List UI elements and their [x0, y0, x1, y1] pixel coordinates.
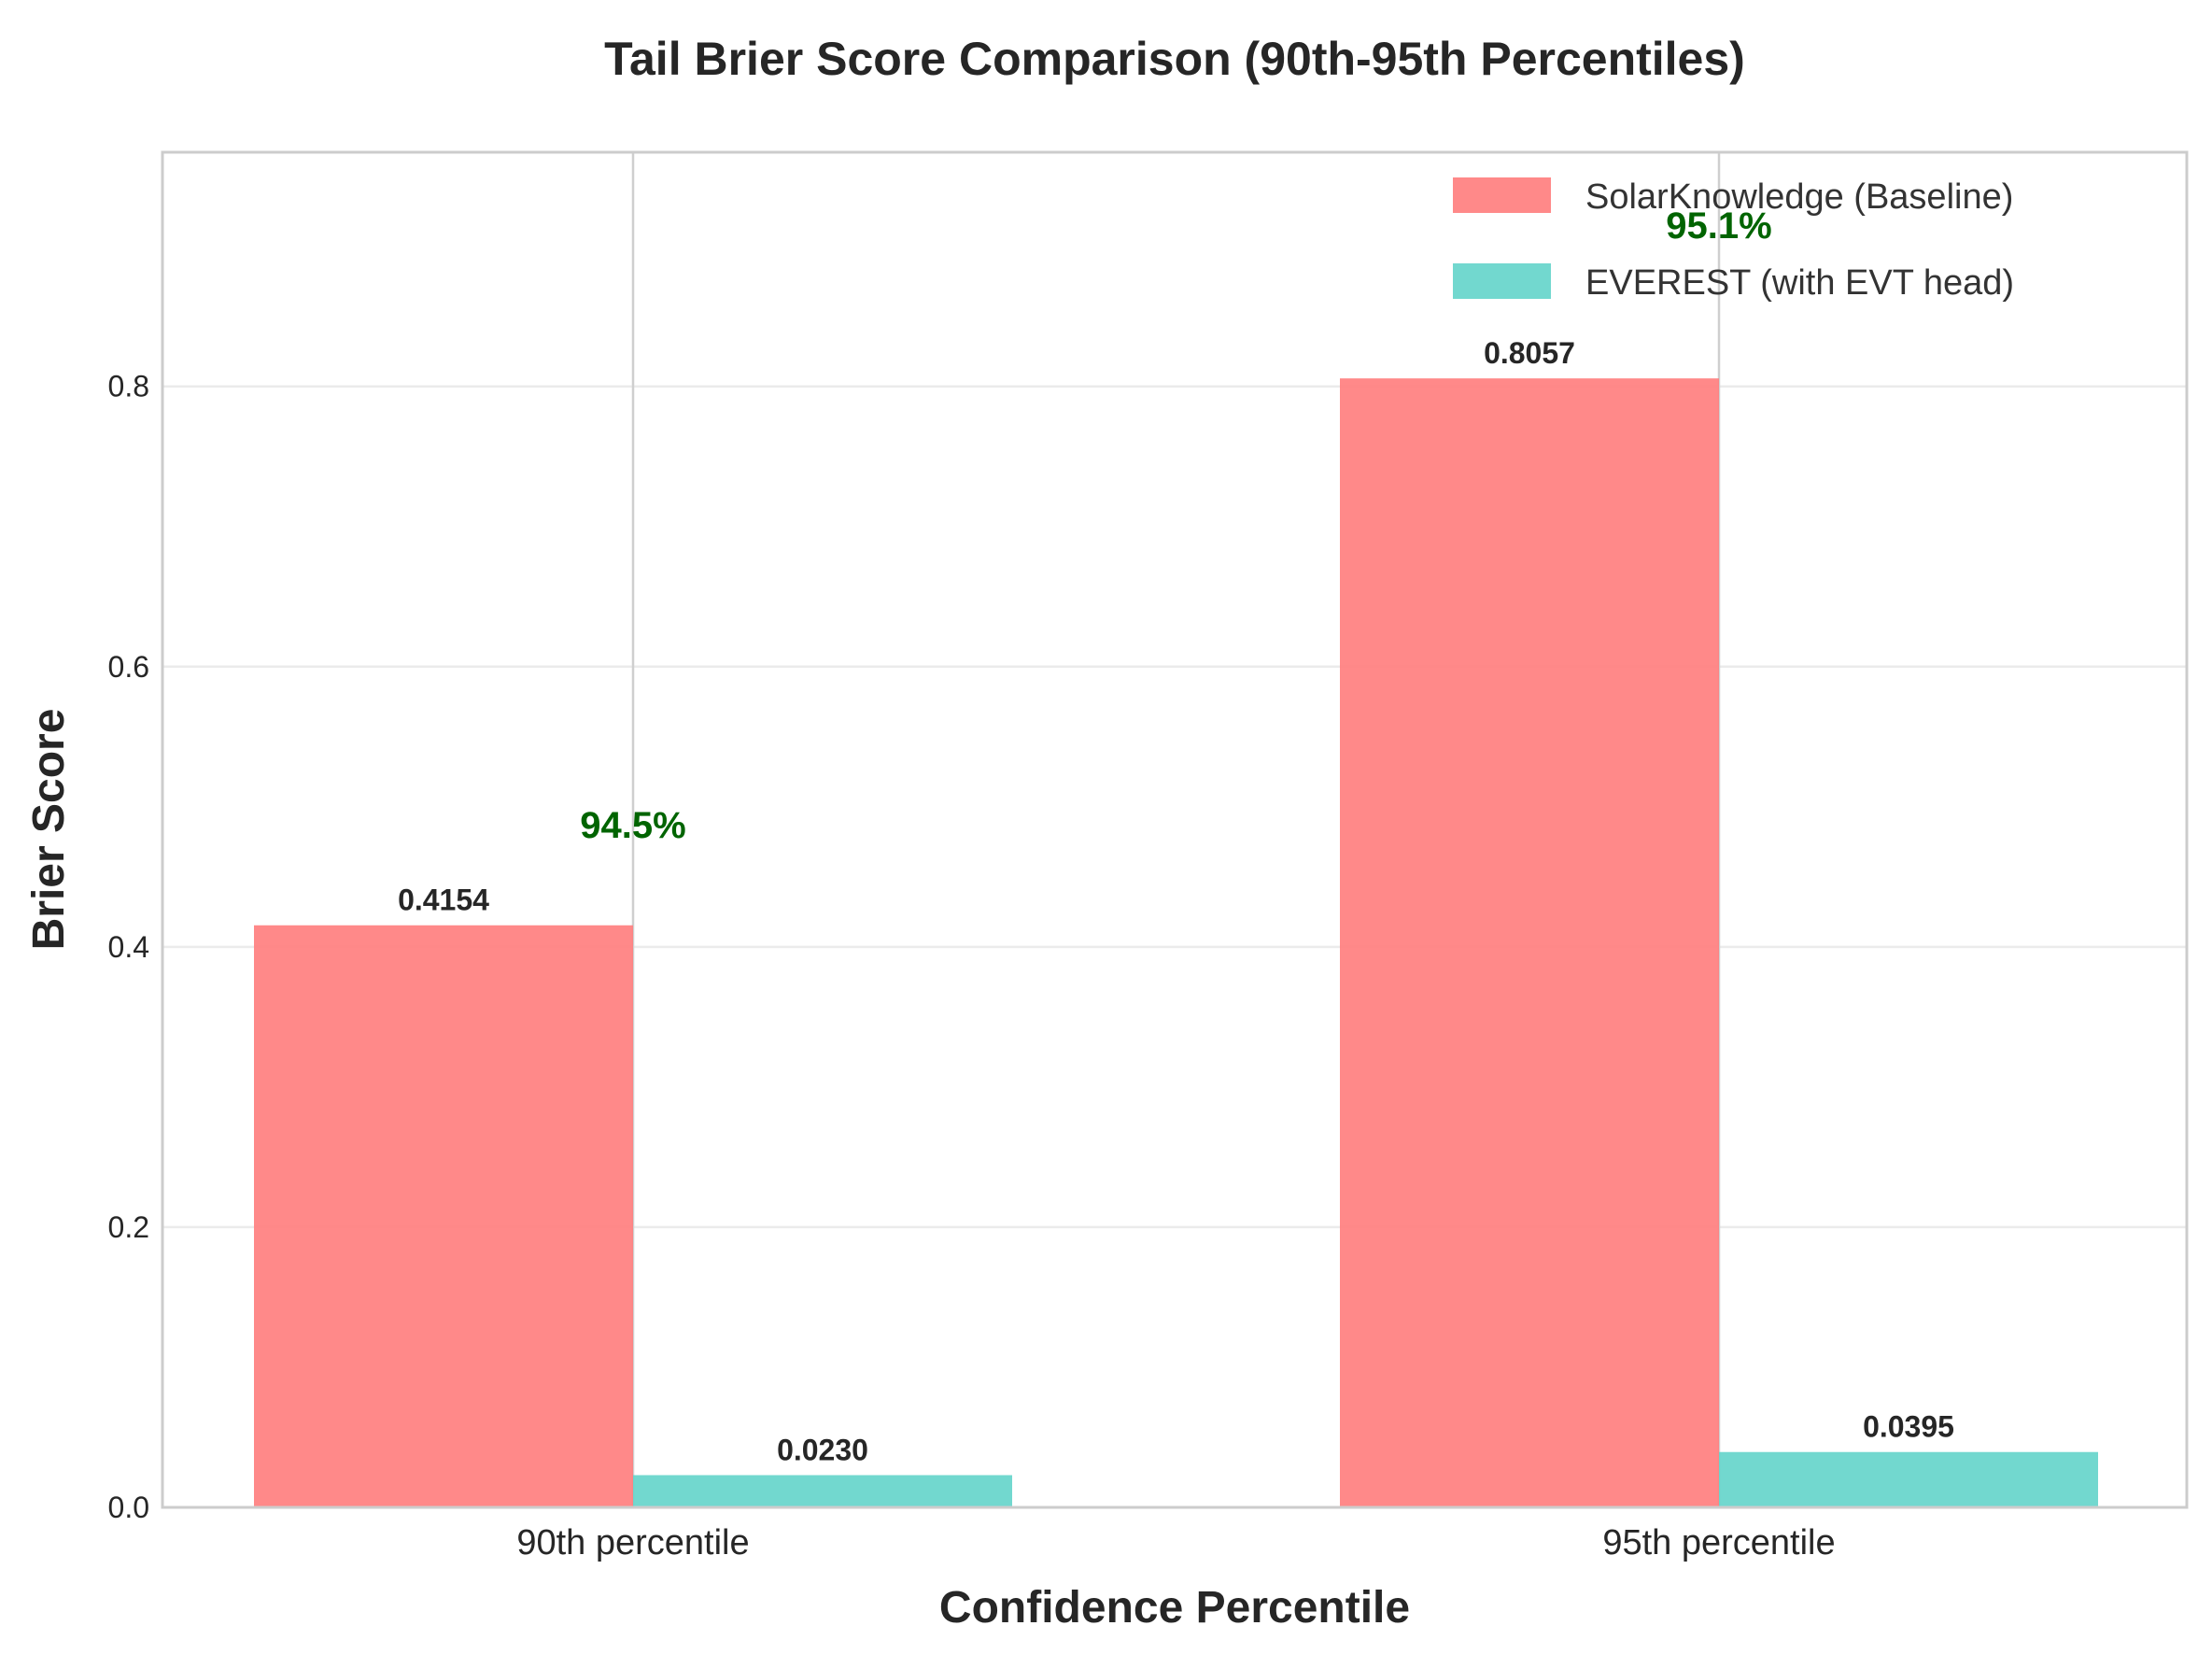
value-label: 0.0230: [777, 1433, 868, 1466]
x-axis-ticks: 90th percentile 95th percentile: [516, 1523, 1835, 1562]
plot-frame: [161, 150, 2189, 1509]
improvement-label: 95.1%: [1666, 205, 1771, 247]
improvement-label: 94.5%: [580, 805, 685, 846]
legend-swatch: [1453, 177, 1551, 213]
chart-title: Tail Brier Score Comparison (90th-95th P…: [604, 33, 1745, 85]
value-label: 0.0395: [1863, 1410, 1954, 1444]
value-label: 0.4154: [398, 884, 489, 917]
y-tick-label: 0.4: [108, 930, 149, 964]
bar-baseline: [254, 925, 633, 1507]
legend-swatch: [1453, 263, 1551, 299]
y-tick-label: 0.6: [108, 650, 149, 684]
legend-label: EVEREST (with EVT head): [1585, 263, 2014, 303]
y-tick-label: 0.8: [108, 370, 149, 403]
y-tick-label: 0.0: [108, 1491, 149, 1524]
x-tick-label: 95th percentile: [1602, 1523, 1835, 1562]
legend-label: SolarKnowledge (Baseline): [1585, 177, 2013, 217]
bar-everest: [1719, 1451, 2098, 1507]
bars: [254, 378, 2098, 1507]
legend: SolarKnowledge (Baseline) EVEREST (with E…: [1453, 177, 2014, 303]
bar-baseline: [1340, 378, 1719, 1507]
x-axis-label: Confidence Percentile: [939, 1583, 1410, 1633]
y-tick-label: 0.2: [108, 1210, 149, 1244]
bar-everest: [633, 1475, 1012, 1507]
y-axis-label: Brier Score: [24, 709, 74, 951]
y-axis-ticks: 0.0 0.2 0.4 0.6 0.8: [108, 370, 149, 1524]
x-tick-label: 90th percentile: [516, 1523, 749, 1562]
value-labels: 0.4154 0.8057 0.0230 0.0395 94.5% 95.1%: [398, 205, 1954, 1466]
value-label: 0.8057: [1484, 336, 1575, 370]
